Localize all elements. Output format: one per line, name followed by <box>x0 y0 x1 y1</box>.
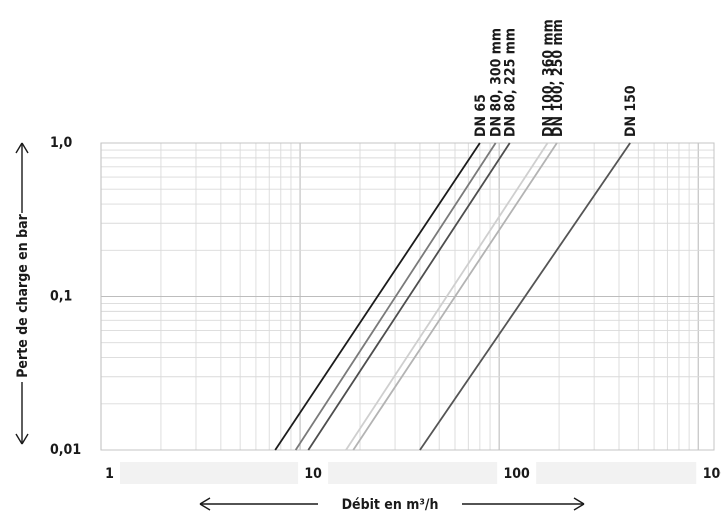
y-tick-label: 1,0 <box>50 135 73 151</box>
x-axis-band <box>101 462 714 484</box>
grid <box>100 142 714 451</box>
plot-frame <box>100 142 715 451</box>
series-line-4 <box>345 142 549 451</box>
x-arrow-right-head <box>573 497 585 511</box>
x-tick-box <box>497 462 537 484</box>
x-axis-label: Débit en m³/h <box>342 497 439 513</box>
series-label-5: DN 100, 250 mm <box>550 19 566 137</box>
y-axis-label: Perte de charge en bar <box>15 213 31 377</box>
x-tick-box <box>99 462 120 484</box>
x-arrow-left-head <box>199 497 211 511</box>
x-tick-label: 1 <box>105 466 114 482</box>
series-label-4: DN 100, 360 mm <box>541 19 557 137</box>
series-label-2: DN 80, 300 mm <box>489 28 505 137</box>
series-line-6 <box>419 142 631 451</box>
y-arrow-down-head <box>15 433 29 445</box>
x-tick-box <box>696 462 721 484</box>
series-line-5 <box>352 142 558 451</box>
y-tick-label: 0,1 <box>50 289 72 305</box>
series-line-2 <box>294 142 497 451</box>
x-tick-label: 10 <box>304 466 322 482</box>
y-arrow-up-head <box>15 142 29 154</box>
y-tick-label: 0,01 <box>50 442 81 458</box>
series-label-6: DN 150 <box>623 85 639 137</box>
x-tick-label: 100 <box>504 466 531 482</box>
series-label-1: DN 65 <box>473 94 489 137</box>
series-line-1 <box>274 142 481 451</box>
x-tick-label: 1000 <box>703 466 721 482</box>
series-line-3 <box>307 142 511 451</box>
series-label-3: DN 80, 225 mm <box>503 28 519 137</box>
x-tick-box <box>298 462 329 484</box>
